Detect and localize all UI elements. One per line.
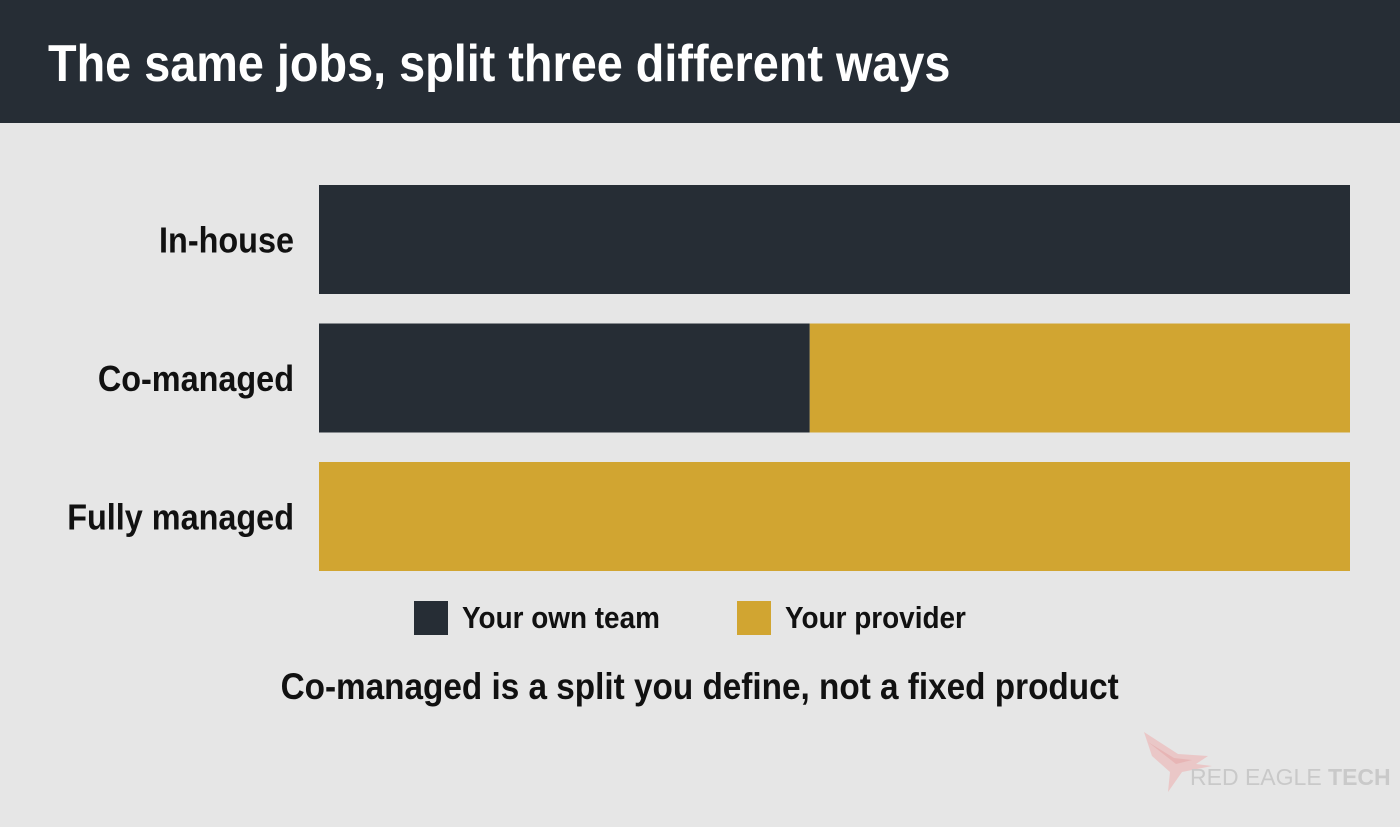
category-label: Fully managed	[67, 498, 294, 538]
stacked-bar-chart: In-house Co-managed Fully managed	[67, 185, 1350, 571]
category-label: Co-managed	[98, 359, 294, 399]
eagle-icon	[1144, 732, 1212, 792]
logo-name-bold: TECH	[1328, 764, 1391, 790]
legend-swatch-provider	[737, 601, 772, 635]
category-label: In-house	[159, 221, 294, 261]
legend-label-provider: Your provider	[785, 600, 967, 635]
chart-caption-text: Co-managed is a split you define, not a …	[280, 666, 1120, 707]
header-bar: The same jobs, split three different way…	[0, 0, 1400, 123]
chart-legend: Your own team Your provider	[0, 600, 1400, 636]
legend-item-provider: Your provider	[737, 600, 986, 636]
company-logo: RED EAGLE TECH	[1138, 726, 1391, 800]
bar-segment	[319, 323, 810, 433]
bar-segment	[319, 185, 1350, 294]
logo-text: RED EAGLE TECH	[1190, 764, 1391, 791]
chart-caption: Co-managed is a split you define, not a …	[0, 666, 1400, 708]
bar-segment	[809, 323, 1350, 433]
logo-name-light: RED EAGLE	[1190, 764, 1322, 790]
bar-segment	[319, 462, 1350, 571]
legend-item-team: Your own team	[413, 600, 682, 636]
page-title: The same jobs, split three different way…	[48, 35, 951, 93]
legend-label-team: Your own team	[461, 600, 660, 635]
legend-swatch-team	[413, 601, 448, 635]
